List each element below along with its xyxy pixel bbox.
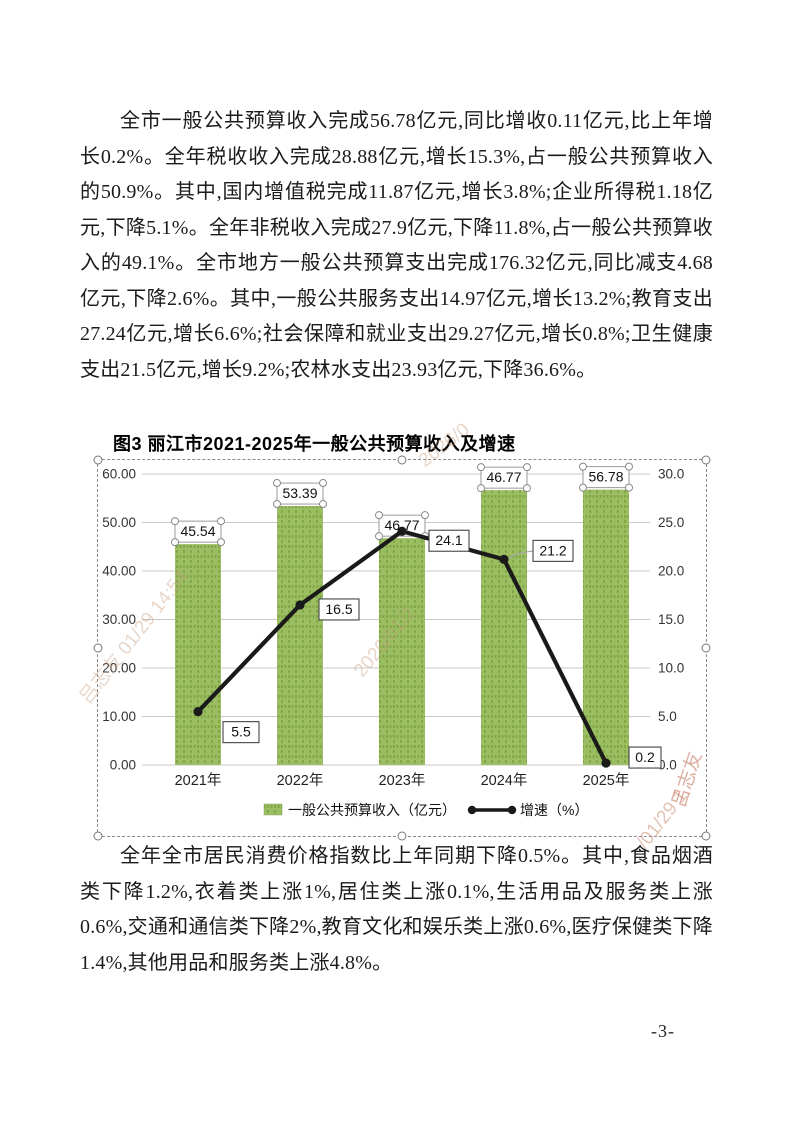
right-axis-tick: 0.0 [658,758,677,773]
line-data-label[interactable]: 16.5 [318,598,360,621]
svg-text:21.2: 21.2 [539,542,566,558]
label-selection-handle[interactable] [319,500,327,509]
line-data-label[interactable]: 5.5 [222,721,260,744]
legend-bar-label: 一般公共预算收入（亿元） [288,802,456,818]
label-selection-handle[interactable] [273,500,281,509]
svg-text:0.2: 0.2 [635,749,655,765]
label-selection-handle[interactable] [421,511,429,520]
legend-line-marker [467,805,477,815]
label-selection-handle[interactable] [217,538,225,547]
right-axis-tick: 5.0 [658,709,677,724]
bar-data-label[interactable]: 45.54 [171,517,225,547]
svg-text:24.1: 24.1 [435,532,462,548]
chart-selection-handle-bottom-left[interactable] [93,831,103,841]
line-data-label[interactable]: 0.2 [628,746,662,769]
label-selection-handle[interactable] [375,511,383,520]
svg-text:45.54: 45.54 [180,523,215,539]
svg-text:46.77: 46.77 [486,469,521,485]
page-number: -3- [651,1021,675,1041]
chart-selection-handle-mid-right[interactable] [701,643,711,653]
legend-bar-swatch [263,803,283,816]
right-axis-tick: 25.0 [658,515,684,530]
figure-title: 图3 丽江市2021-2025年一般公共预算收入及增速 [113,434,516,454]
chart-figure[interactable]: 60.00 30.0 50.00 25.0 40.00 20.0 30.00 15.0 20.0… [93,455,711,841]
svg-text:46.77: 46.77 [384,517,419,533]
label-selection-handle[interactable] [579,483,587,492]
label-selection-handle[interactable] [319,479,327,488]
label-selection-handle[interactable] [217,517,225,526]
svg-text:16.5: 16.5 [325,601,352,617]
left-axis-tick: 60.00 [102,467,136,482]
line-marker-2023年[interactable] [397,526,407,536]
label-selection-handle[interactable] [625,462,633,471]
chart-legend: 一般公共预算收入（亿元） 增速（%） [263,802,588,818]
right-axis-tick: 15.0 [658,612,684,627]
paragraph-fiscal-revenue: 全市一般公共预算收入完成56.78亿元,同比增收0.11亿元,比上年增长0.2%… [80,110,713,381]
paragraph-cpi: 全年全市居民消费价格指数比上年同期下降0.5%。其中,食品烟酒类下降1.2%,衣… [80,845,713,974]
svg-text:53.39: 53.39 [282,485,317,501]
bar-data-label[interactable]: 53.39 [273,479,327,509]
label-leader-line [508,550,534,559]
bar-2022年[interactable] [277,506,323,765]
chart-selection-handle-bottom-right[interactable] [701,831,711,841]
left-axis-tick: 50.00 [102,515,136,530]
label-selection-handle[interactable] [171,517,179,526]
chart-selection-handle-bottom-center[interactable] [397,831,407,841]
label-selection-handle[interactable] [625,483,633,492]
label-selection-handle[interactable] [477,484,485,493]
label-selection-handle[interactable] [375,532,383,541]
x-axis-label: 2024年 [481,772,528,789]
bar-data-label[interactable]: 46.77 [477,463,531,493]
left-axis-tick: 10.00 [102,709,136,724]
right-axis-tick: 10.0 [658,661,684,676]
bar-data-label[interactable]: 46.77 [375,511,429,541]
line-marker-2024年[interactable] [499,554,509,564]
legend-line-label: 增速（%） [520,802,588,818]
label-selection-handle[interactable] [579,462,587,471]
legend-line-marker [507,805,517,815]
bar-2025年[interactable] [583,489,629,765]
x-axis-label: 2025年 [583,772,630,789]
label-selection-handle[interactable] [171,538,179,547]
revenue-growth-chart: 60.00 30.0 50.00 25.0 40.00 20.0 30.00 15.0 20.0… [102,462,684,818]
left-axis-tick: 0.00 [110,758,136,773]
bar-2024年[interactable] [481,490,527,765]
chart-selection-handle-mid-left[interactable] [93,643,103,653]
left-axis-tick: 20.00 [102,661,136,676]
label-selection-handle[interactable] [273,479,281,488]
line-marker-2022年[interactable] [295,600,305,610]
chart-selection-handle-top-center[interactable] [397,455,407,465]
line-data-label[interactable]: 21.2 [532,539,574,562]
bar-data-label[interactable]: 56.78 [579,462,633,492]
chart-selection-handle-top-left[interactable] [93,455,103,465]
label-selection-handle[interactable] [523,463,531,472]
x-axis-label: 2022年 [277,772,324,789]
label-selection-handle[interactable] [477,463,485,472]
line-marker-2025年[interactable] [601,758,611,768]
left-axis-tick: 40.00 [102,564,136,579]
x-axis-label: 2023年 [379,772,426,789]
svg-text:5.5: 5.5 [231,724,251,740]
right-axis-tick: 30.0 [658,467,684,482]
line-data-label[interactable]: 24.1 [428,529,470,552]
bar-2021年[interactable] [175,544,221,765]
line-marker-2021年[interactable] [193,707,203,717]
svg-text:56.78: 56.78 [588,469,623,485]
label-selection-handle[interactable] [523,484,531,493]
right-axis-tick: 20.0 [658,564,684,579]
x-axis-label: 2021年 [175,772,222,789]
bar-2023年[interactable] [379,538,425,765]
chart-selection-handle-top-right[interactable] [701,455,711,465]
left-axis-tick: 30.00 [102,612,136,627]
